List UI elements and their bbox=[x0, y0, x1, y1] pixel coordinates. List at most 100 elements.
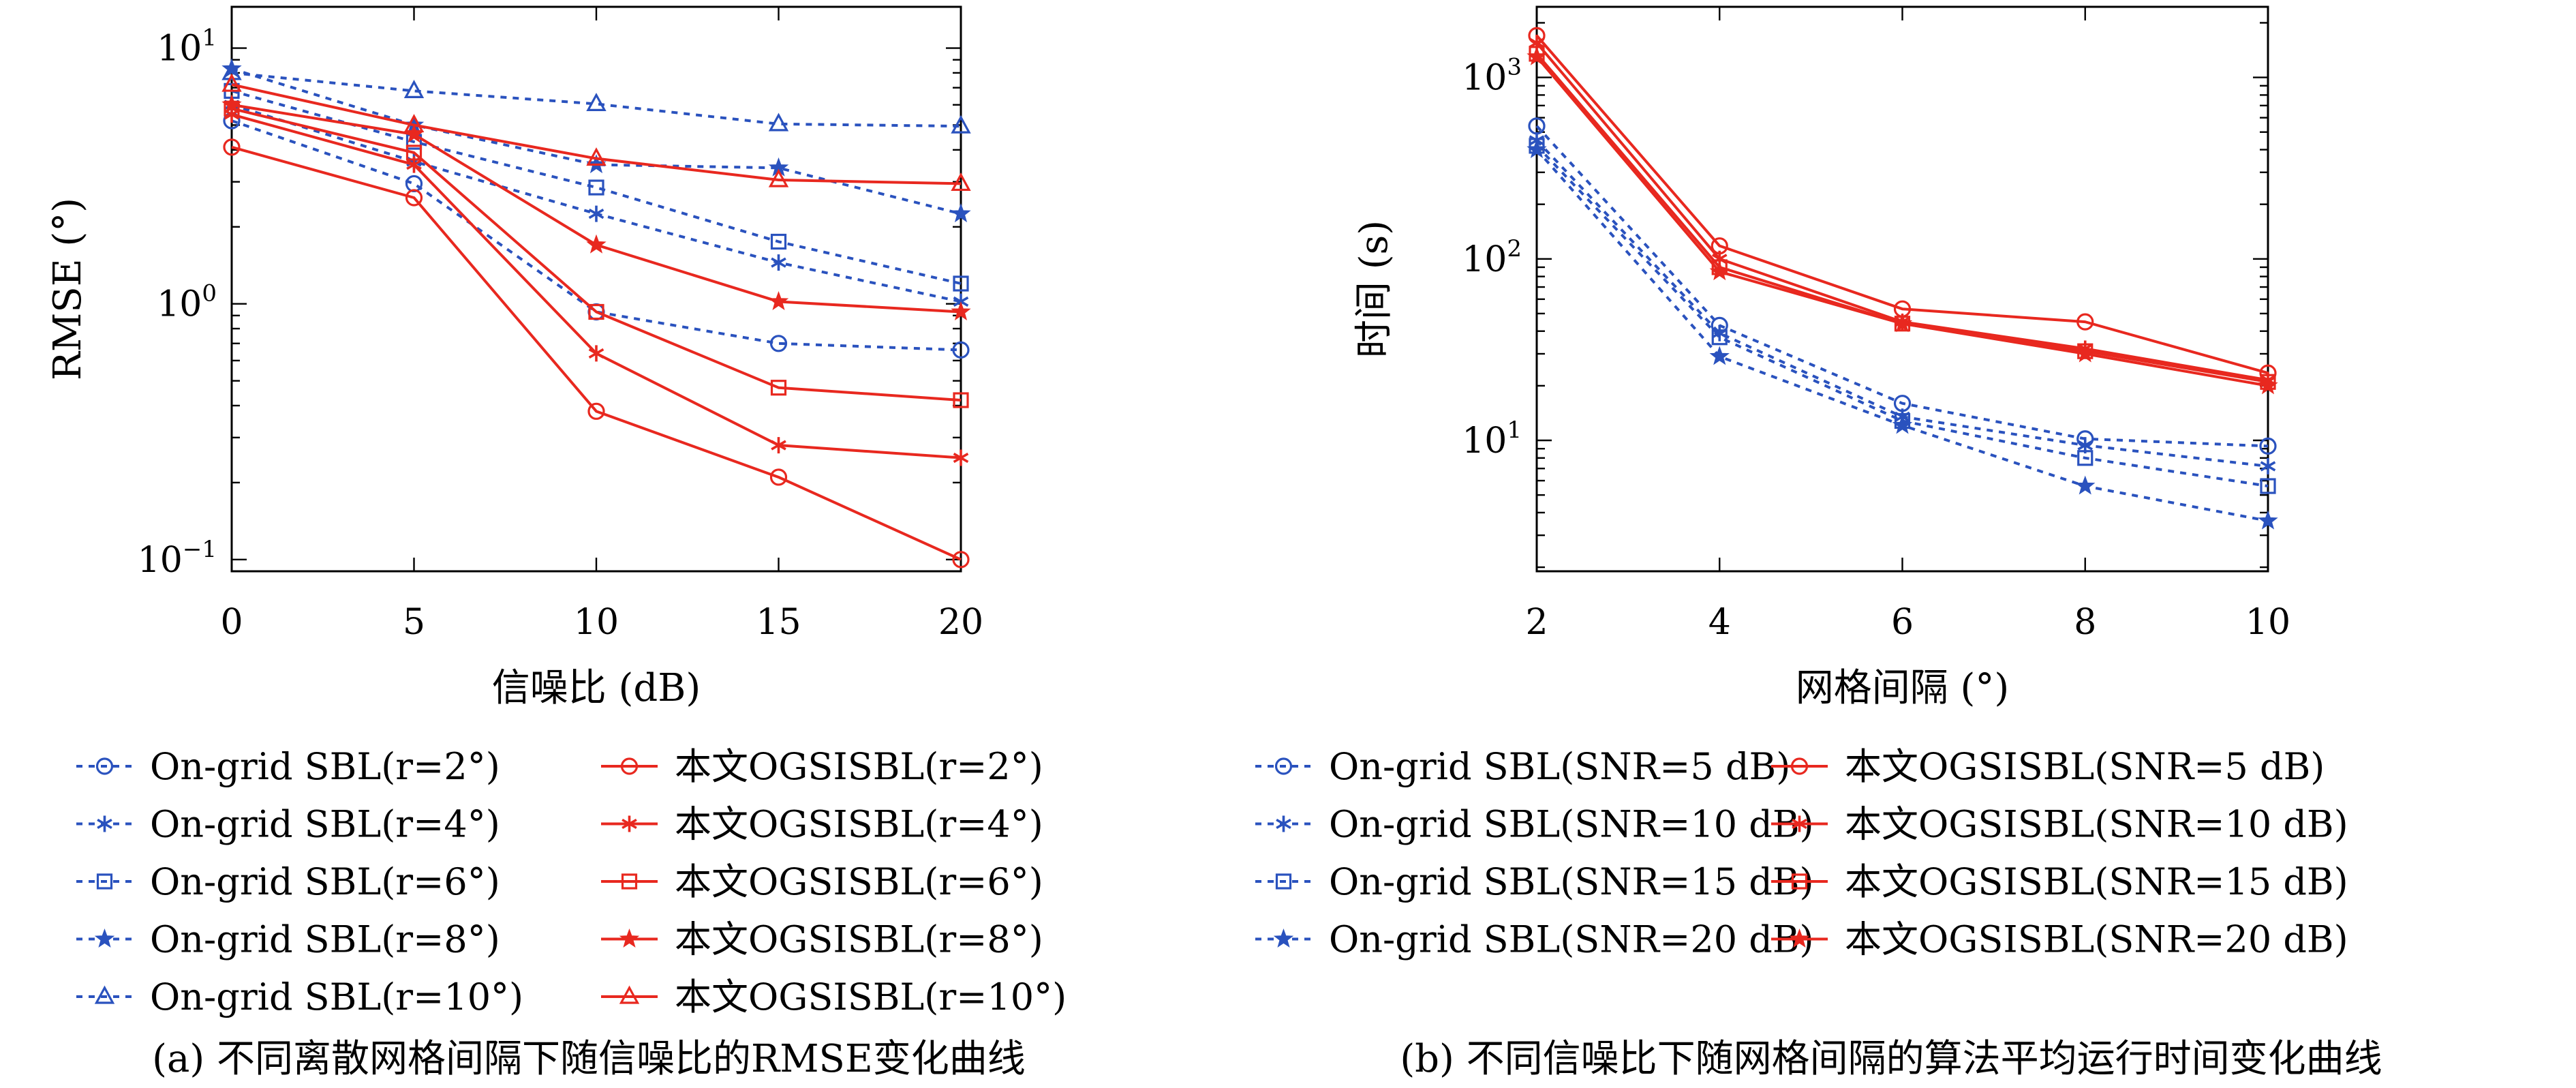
series-line bbox=[231, 107, 962, 402]
legend-item: 本文OGSISBL(r=2°) bbox=[601, 745, 1043, 788]
x-tick-label: 10 bbox=[574, 602, 619, 643]
legend-item: On-grid SBL(r=10°) bbox=[76, 976, 523, 1018]
data-point bbox=[405, 189, 423, 207]
legend-label: On-grid SBL(SNR=15 dB) bbox=[1329, 860, 1814, 903]
legend-label: 本文OGSISBL(r=4°) bbox=[675, 803, 1043, 846]
legend-marker bbox=[1792, 815, 1807, 832]
legend-marker bbox=[620, 757, 639, 775]
legend-marker bbox=[619, 985, 640, 1004]
plot-frame bbox=[1535, 5, 2269, 573]
series-0 bbox=[1528, 117, 2277, 455]
data-point bbox=[771, 254, 786, 271]
legend-label: On-grid SBL(r=2°) bbox=[150, 745, 500, 788]
series-line bbox=[1535, 55, 2269, 387]
legend-label: 本文OGSISBL(SNR=15 dB) bbox=[1845, 860, 2348, 903]
legend-item: On-grid SBL(r=2°) bbox=[76, 745, 500, 788]
data-point bbox=[1709, 346, 1730, 365]
data-point bbox=[403, 80, 425, 98]
legend-label: On-grid SBL(r=8°) bbox=[150, 918, 500, 961]
data-point bbox=[2076, 313, 2094, 331]
data-point bbox=[223, 138, 241, 156]
legend-marker bbox=[1276, 815, 1291, 832]
data-point bbox=[952, 551, 970, 569]
data-point bbox=[588, 345, 604, 362]
x-tick-label: 10 bbox=[2245, 602, 2290, 643]
x-tick-label: 2 bbox=[1525, 602, 1548, 643]
data-point bbox=[1711, 329, 1728, 346]
series-7 bbox=[1527, 46, 2278, 395]
series-6 bbox=[224, 106, 969, 466]
legend-marker bbox=[1274, 757, 1293, 775]
x-tick-label: 0 bbox=[220, 602, 243, 643]
legend-item: 本文OGSISBL(r=4°) bbox=[601, 803, 1043, 846]
data-point bbox=[221, 94, 242, 114]
data-point bbox=[2259, 437, 2277, 455]
legend-marker bbox=[1275, 873, 1292, 890]
legend-marker bbox=[96, 873, 113, 890]
data-point bbox=[2260, 457, 2276, 474]
y-tick-label: 101 bbox=[157, 25, 217, 70]
data-point bbox=[953, 275, 969, 292]
series-4 bbox=[221, 61, 971, 134]
legend-marker bbox=[1790, 757, 1809, 775]
series-line bbox=[1535, 145, 2269, 488]
data-point bbox=[405, 145, 423, 161]
data-point bbox=[771, 437, 786, 454]
legend-marker bbox=[619, 928, 640, 948]
legend-item: On-grid SBL(SNR=15 dB) bbox=[1255, 860, 1814, 903]
legend-label: On-grid SBL(SNR=5 dB) bbox=[1329, 745, 1790, 788]
data-point bbox=[769, 335, 788, 352]
y-tick-label: 101 bbox=[1462, 417, 1522, 462]
legend-item: On-grid SBL(r=4°) bbox=[76, 803, 500, 846]
legend-marker bbox=[621, 873, 638, 890]
series-line bbox=[1535, 52, 2269, 384]
x-tick-label: 8 bbox=[2074, 602, 2096, 643]
legend-label: 本文OGSISBL(SNR=10 dB) bbox=[1845, 803, 2348, 846]
data-point bbox=[953, 449, 969, 466]
legend-marker bbox=[97, 815, 112, 832]
legend-marker bbox=[1789, 928, 1810, 948]
legend-marker bbox=[95, 757, 114, 775]
legend: On-grid SBL(r=2°) On-grid SBL(r=4°) On-gri… bbox=[76, 745, 1067, 1018]
data-point bbox=[770, 380, 787, 396]
series-1 bbox=[224, 96, 969, 310]
series-6 bbox=[1529, 46, 2276, 390]
series-3 bbox=[1527, 139, 2278, 530]
data-point bbox=[952, 341, 970, 359]
legend-item: On-grid SBL(r=6°) bbox=[76, 860, 500, 903]
legend-marker bbox=[94, 985, 115, 1004]
legend-marker bbox=[1791, 873, 1808, 890]
panel-b: 103 102 101 2 4 6 8 10 网格间隔 (°) 时间 (s) On-grid SBL… bbox=[1255, 5, 2382, 1081]
legend-label: On-grid SBL(r=4°) bbox=[150, 803, 500, 846]
series-2 bbox=[1529, 138, 2276, 494]
y-tick-label: 103 bbox=[1462, 54, 1522, 99]
data-point bbox=[768, 168, 789, 187]
data-point bbox=[588, 303, 604, 320]
legend-item: 本文OGSISBL(SNR=15 dB) bbox=[1771, 860, 2348, 903]
series-line bbox=[231, 71, 962, 128]
data-point bbox=[2258, 375, 2278, 395]
x-tick-label: 20 bbox=[938, 602, 983, 643]
legend-item: 本文OGSISBL(r=6°) bbox=[601, 860, 1043, 903]
data-point bbox=[221, 73, 242, 92]
data-point bbox=[2260, 478, 2276, 494]
data-point bbox=[1709, 261, 1730, 281]
x-axis-label: 网格间隔 (°) bbox=[1796, 666, 2010, 710]
x-tick-label: 4 bbox=[1708, 602, 1731, 643]
data-point bbox=[1892, 414, 1913, 434]
y-tick-label: 100 bbox=[157, 280, 217, 325]
legend-item: On-grid SBL(SNR=20 dB) bbox=[1255, 918, 1814, 961]
legend-marker bbox=[94, 928, 115, 948]
data-point bbox=[221, 61, 242, 80]
data-point bbox=[586, 93, 607, 112]
legend-item: 本文OGSISBL(r=8°) bbox=[601, 918, 1043, 961]
series-line bbox=[231, 89, 962, 285]
legend-label: 本文OGSISBL(SNR=5 dB) bbox=[1845, 745, 2325, 788]
y-tick-label: 10−1 bbox=[138, 536, 217, 581]
data-point bbox=[588, 205, 604, 222]
legend: On-grid SBL(SNR=5 dB) On-grid SBL(SNR=10 … bbox=[1255, 745, 2348, 961]
y-axis-label: RMSE (°) bbox=[46, 198, 90, 380]
y-axis-label: 时间 (s) bbox=[1352, 220, 1396, 358]
figure-caption: (b) 不同信噪比下随网格间隔的算法平均运行时间变化曲线 bbox=[1400, 1037, 2382, 1081]
